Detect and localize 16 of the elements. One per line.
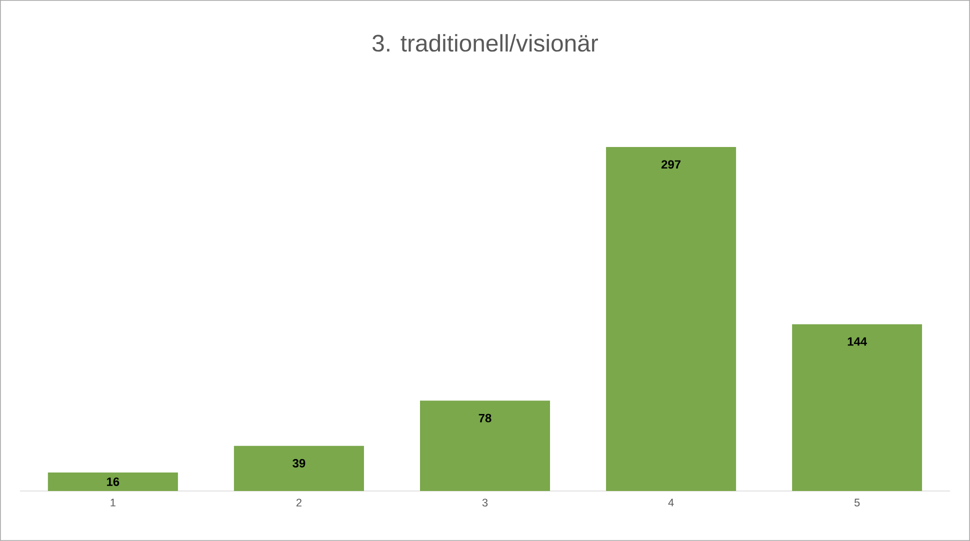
data-label: 16 [107, 478, 120, 486]
x-tick-label: 4 [668, 498, 674, 506]
x-tick-label: 1 [110, 498, 116, 506]
x-tick-label: 5 [854, 498, 860, 506]
chart-title: 3. traditionell/visionär [372, 34, 598, 52]
data-label: 78 [478, 414, 492, 422]
bar [48, 472, 178, 492]
bar [234, 446, 364, 492]
x-tick-label: 3 [482, 498, 488, 507]
x-tick-label: 2 [296, 498, 302, 506]
data-label: 39 [292, 459, 306, 468]
bar [420, 400, 550, 492]
bar [792, 324, 922, 492]
bar [606, 147, 736, 492]
data-label: 297 [661, 160, 680, 169]
data-label: 144 [848, 337, 867, 346]
